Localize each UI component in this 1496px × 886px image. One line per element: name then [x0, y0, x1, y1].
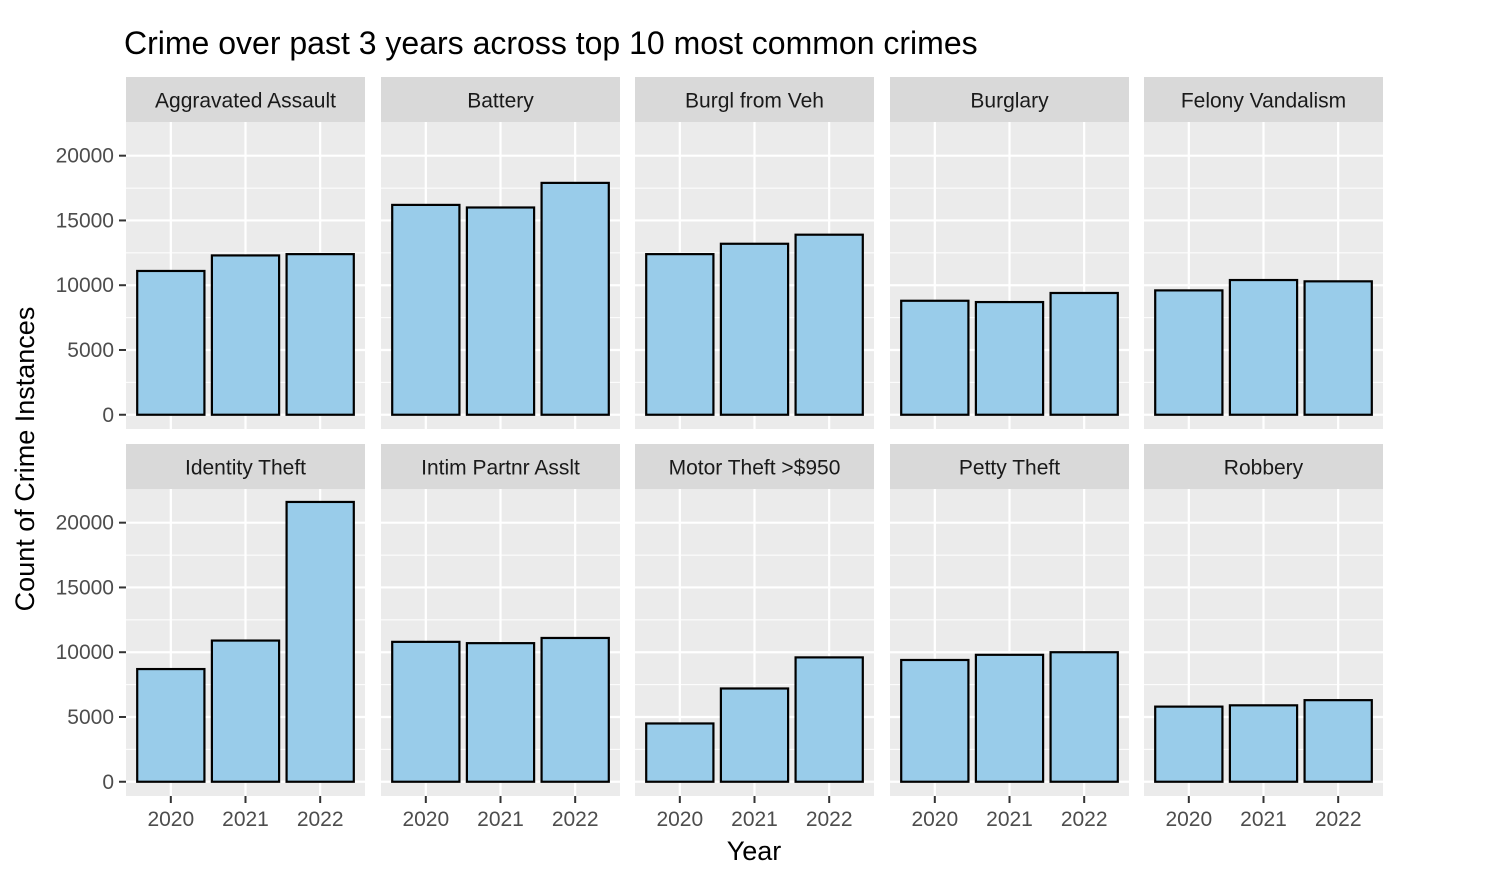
y-tick-label: 0 [102, 404, 114, 427]
bar [719, 242, 790, 416]
bar [1228, 704, 1299, 783]
bar [136, 269, 206, 416]
facet-panel: Petty Theft 2020 2021 2022 [890, 444, 1129, 831]
x-tick-label: 2020 [147, 808, 194, 831]
bar [1154, 289, 1224, 416]
x-tick-label: 2022 [552, 808, 599, 831]
y-tick-label: 15000 [56, 576, 114, 599]
bar [900, 299, 970, 416]
x-tick-label: 2021 [986, 808, 1033, 831]
facet-panel: Robbery 2020 2021 2022 [1144, 444, 1383, 831]
facet-strip [635, 77, 874, 122]
facet-panel: Identity Theft 0 5000 10000 15000 20000 2020 20… [56, 444, 365, 831]
x-tick-label: 2022 [1061, 808, 1108, 831]
facet-strip-label: Motor Theft >$950 [669, 457, 841, 480]
y-tick-label: 20000 [56, 145, 114, 168]
facet-strip-label: Aggravated Assault [155, 90, 336, 113]
y-axis-label: Count of Crime Instances [10, 307, 40, 612]
bar [1303, 280, 1373, 416]
x-axis-label: Year [727, 836, 782, 866]
bar [1049, 291, 1119, 416]
facet-strip [1144, 77, 1383, 122]
bar [540, 181, 610, 416]
panels-layer: Aggravated Assault 0 5000 10000 15000 20000 Ba… [56, 77, 1383, 831]
bar [645, 253, 715, 416]
bar [900, 658, 970, 783]
facet-strip-label: Robbery [1224, 457, 1304, 480]
facet-strip [890, 444, 1129, 489]
y-tick-label: 0 [102, 771, 114, 794]
y-tick-label: 20000 [56, 512, 114, 535]
x-tick-label: 2021 [477, 808, 524, 831]
x-tick-label: 2020 [402, 808, 449, 831]
bar [465, 206, 536, 416]
x-tick-label: 2020 [656, 808, 703, 831]
facet-strip-label: Identity Theft [185, 457, 306, 480]
bar [210, 254, 281, 416]
x-tick-label: 2021 [731, 808, 778, 831]
facet-panel: Felony Vandalism [1144, 77, 1383, 429]
x-tick-label: 2022 [1315, 808, 1362, 831]
facet-panel: Motor Theft >$950 2020 2021 2022 [635, 444, 874, 831]
facet-strip [890, 77, 1129, 122]
facet-strip [381, 444, 620, 489]
bar [285, 253, 355, 416]
y-tick-label: 5000 [67, 706, 114, 729]
facet-strip-label: Burgl from Veh [685, 90, 824, 113]
x-tick-label: 2021 [1240, 808, 1287, 831]
bar [391, 203, 461, 416]
facet-strip-label: Burglary [970, 90, 1049, 113]
facet-strip [635, 444, 874, 489]
x-tick-label: 2020 [911, 808, 958, 831]
y-tick-label: 10000 [56, 274, 114, 297]
bar [465, 642, 536, 783]
x-tick-label: 2020 [1165, 808, 1212, 831]
facet-strip-label: Intim Partnr Asslt [421, 457, 580, 480]
bar [645, 722, 715, 783]
facet-strip [1144, 444, 1383, 489]
facet-panel: Burglary [890, 77, 1129, 429]
facet-panel: Battery [381, 77, 620, 429]
x-tick-label: 2022 [297, 808, 344, 831]
facet-panel: Intim Partnr Asslt 2020 2021 2022 [381, 444, 620, 831]
bar [1303, 699, 1373, 783]
bar [285, 500, 355, 783]
bar [136, 667, 206, 783]
facet-strip [126, 77, 365, 122]
chart-title: Crime over past 3 years across top 10 mo… [124, 25, 978, 61]
facet-strip [126, 444, 365, 489]
bar [974, 653, 1045, 783]
x-tick-label: 2021 [222, 808, 269, 831]
bar [974, 300, 1045, 416]
y-tick-label: 10000 [56, 641, 114, 664]
facet-panel: Aggravated Assault 0 5000 10000 15000 20000 [56, 77, 365, 429]
facet-panel: Burgl from Veh [635, 77, 874, 429]
bar [1049, 651, 1119, 783]
bar [540, 636, 610, 783]
bar [1154, 705, 1224, 783]
y-tick-label: 15000 [56, 209, 114, 232]
bar [794, 656, 864, 783]
bar [210, 639, 281, 783]
x-tick-label: 2022 [806, 808, 853, 831]
bar [1228, 278, 1299, 416]
bar [719, 687, 790, 783]
facet-strip-label: Petty Theft [959, 457, 1060, 480]
facet-strip-label: Felony Vandalism [1181, 90, 1346, 113]
bar [794, 233, 864, 416]
bar [391, 640, 461, 783]
facet-strip [381, 77, 620, 122]
facet-strip-label: Battery [467, 90, 534, 113]
y-tick-label: 5000 [67, 339, 114, 362]
